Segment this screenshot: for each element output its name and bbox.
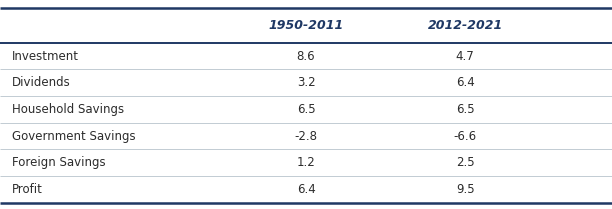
Text: -6.6: -6.6 [453,130,477,143]
Text: Government Savings: Government Savings [12,130,136,143]
Text: 6.5: 6.5 [456,103,474,116]
Text: Household Savings: Household Savings [12,103,124,116]
Text: 6.4: 6.4 [297,183,315,196]
Text: 1.2: 1.2 [297,156,315,169]
Text: -2.8: -2.8 [294,130,318,143]
Text: Profit: Profit [12,183,43,196]
Text: 2.5: 2.5 [456,156,474,169]
Text: 2012-2021: 2012-2021 [428,19,502,32]
Text: Investment: Investment [12,50,79,63]
Text: 6.4: 6.4 [456,76,474,89]
Text: Foreign Savings: Foreign Savings [12,156,106,169]
Text: 6.5: 6.5 [297,103,315,116]
Text: 1950-2011: 1950-2011 [269,19,343,32]
Text: 3.2: 3.2 [297,76,315,89]
Text: 9.5: 9.5 [456,183,474,196]
Text: 8.6: 8.6 [297,50,315,63]
Text: 4.7: 4.7 [456,50,474,63]
Text: Dividends: Dividends [12,76,71,89]
